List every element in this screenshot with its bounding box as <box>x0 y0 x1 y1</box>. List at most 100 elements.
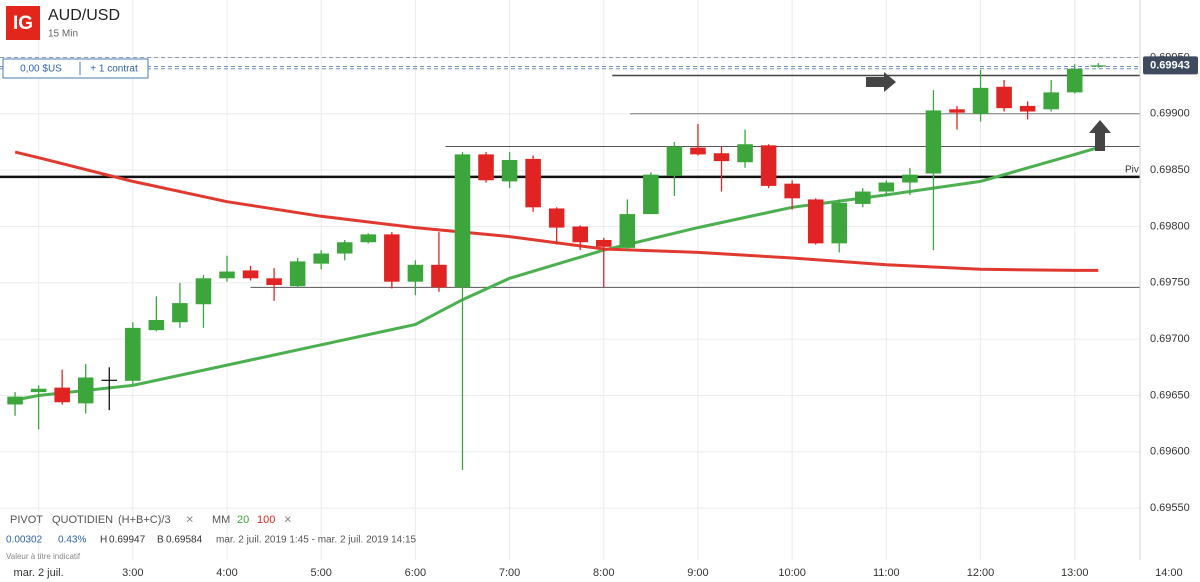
candle-body <box>1019 105 1036 112</box>
candle-body <box>313 253 329 264</box>
legend-ma: MM <box>212 514 230 526</box>
levels: Piv <box>0 56 1140 288</box>
last-price: 0.69943 <box>1150 59 1190 71</box>
y-tick-label: 0.69600 <box>1150 446 1190 458</box>
last-price-box <box>1143 56 1198 75</box>
legend-ma-fast: 20 <box>237 514 249 526</box>
candle-body <box>949 109 965 113</box>
candle-body <box>831 202 848 244</box>
candle-body <box>666 146 683 176</box>
stat-low-label: B <box>157 535 164 546</box>
candle-body <box>148 320 165 331</box>
legend-pivot: PIVOT <box>10 514 43 526</box>
legend-ma-close[interactable]: × <box>284 511 292 526</box>
stat-low: 0.69584 <box>166 535 203 546</box>
logo-text: IG <box>13 13 33 34</box>
candle-body <box>54 387 70 403</box>
x-tick-label: 14:00 <box>1155 567 1183 579</box>
position-pnl: 0,00 $US <box>20 64 62 75</box>
candle-body <box>219 271 235 279</box>
x-tick-label: 4:00 <box>216 567 237 579</box>
interval: 15 Min <box>48 29 78 40</box>
candle-body <box>384 234 400 282</box>
arrow-up <box>1089 120 1111 151</box>
stat-note: Valeur à titre indicatif <box>6 552 81 561</box>
candle-body <box>7 396 23 405</box>
candle-body <box>242 270 259 279</box>
axes: 0.69550 0.69600 0.69650 0.69700 0.69750 0.698… <box>14 51 1198 579</box>
x-tick-label: mar. 2 juil. <box>14 567 64 579</box>
candle-body <box>619 214 636 248</box>
candle-body <box>336 242 353 254</box>
candle-body <box>172 303 188 323</box>
stat-change: 0.00302 <box>6 535 43 546</box>
candle-body <box>855 191 871 204</box>
stat-change-pct: 0.43% <box>58 535 86 546</box>
stat-range: mar. 2 juil. 2019 1:45 - mar. 2 juil. 20… <box>216 535 417 546</box>
stat-high-label: H <box>100 535 107 546</box>
arrow-right <box>866 72 896 92</box>
x-tick-label: 8:00 <box>593 567 614 579</box>
legend-pivot-formula: (H+B+C)/3 <box>118 514 171 526</box>
candle-body <box>101 379 118 381</box>
candle-body <box>195 278 212 305</box>
y-tick-label: 0.69750 <box>1150 277 1190 289</box>
candle-body <box>760 145 777 186</box>
symbol: AUD/USD <box>48 7 120 24</box>
logo <box>6 6 40 40</box>
y-tick-label: 0.69900 <box>1150 108 1190 120</box>
candle-body <box>690 147 706 155</box>
candle-body <box>548 208 565 228</box>
candle-body <box>595 240 612 247</box>
legend-pivot-period: QUOTIDIEN <box>52 514 113 526</box>
x-tick-label: 11:00 <box>873 567 900 579</box>
candle-body <box>407 264 424 282</box>
x-tick-label: 3:00 <box>122 567 143 579</box>
candle-body <box>360 234 377 243</box>
y-tick-label: 0.69550 <box>1150 502 1190 514</box>
legend-ma-slow: 100 <box>257 514 275 526</box>
candle-body <box>30 388 47 393</box>
y-tick-label: 0.69800 <box>1150 220 1190 232</box>
x-tick-label: 10:00 <box>778 567 806 579</box>
y-tick-label: 0.69650 <box>1150 389 1190 401</box>
candle-body <box>972 87 989 114</box>
y-tick-label: 0.69850 <box>1150 164 1190 176</box>
candle-body <box>289 261 306 287</box>
candle-body <box>77 377 94 404</box>
x-tick-label: 9:00 <box>687 567 708 579</box>
candle-body <box>1043 92 1059 110</box>
candle-body <box>125 327 141 381</box>
candle-body <box>807 199 824 244</box>
candle-body <box>431 264 447 288</box>
legend-close[interactable]: × <box>186 511 194 526</box>
position-size: + 1 contrat <box>90 64 138 75</box>
candle-body <box>925 110 942 174</box>
candle-body <box>454 154 471 288</box>
x-tick-label: 12:00 <box>967 567 995 579</box>
candle-body <box>266 278 282 286</box>
candle-body <box>525 158 541 208</box>
candle-body <box>996 86 1012 109</box>
position-box[interactable] <box>2 58 149 79</box>
x-tick-label: 5:00 <box>310 567 331 579</box>
candle-body <box>501 160 518 182</box>
y-tick-label: 0.69700 <box>1150 333 1190 345</box>
level-label: Piv <box>1125 165 1139 176</box>
candle-body <box>572 226 588 243</box>
moving-average <box>14 146 1099 402</box>
candle-body <box>1090 65 1107 67</box>
candle-body <box>737 144 753 163</box>
candle-body <box>878 182 895 192</box>
candle-body <box>1066 68 1083 93</box>
x-tick-label: 13:00 <box>1061 567 1089 579</box>
stat-high: 0.69947 <box>109 535 146 546</box>
candle-body <box>784 183 800 199</box>
candle-body <box>902 174 918 183</box>
candle-body <box>643 174 659 215</box>
candle-body <box>713 153 730 162</box>
x-tick-label: 6:00 <box>405 567 426 579</box>
candle-body <box>478 154 494 181</box>
